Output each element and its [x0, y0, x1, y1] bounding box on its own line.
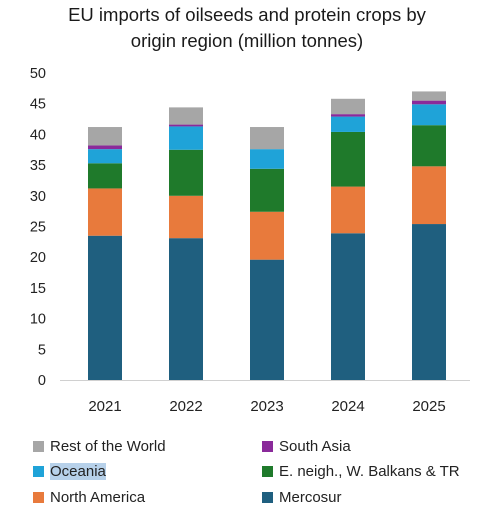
legend-label: Oceania — [50, 463, 106, 480]
bar-segment-2022-mercosur — [169, 238, 203, 380]
bar-segment-2025-north-america — [412, 166, 446, 225]
chart-title-line-2: origin region (million tonnes) — [130, 30, 364, 51]
x-tick-label: 2021 — [88, 398, 121, 415]
bar-segment-2024-mercosur — [331, 233, 365, 380]
x-tick-label: 2023 — [250, 398, 283, 415]
legend-swatch — [33, 466, 44, 477]
bar-segment-2023-mercosur — [250, 259, 284, 380]
legend-label: Mercosur — [279, 489, 342, 506]
bar-segment-2022-rest-of-the-world — [169, 107, 203, 125]
bar-segment-2025-oceania — [412, 104, 446, 126]
chart-title: EU imports of oilseeds and protein crops… — [0, 2, 494, 54]
bar-segment-2021-oceania — [88, 149, 122, 164]
bar-segment-2022-oceania — [169, 126, 203, 150]
bar-segment-2021-north-america — [88, 188, 122, 236]
y-axis: 0 5 10 15 20 25 30 35 40 45 50 — [30, 66, 470, 389]
x-tick-label: 2024 — [331, 398, 364, 415]
x-tick-label: 2025 — [412, 398, 445, 415]
legend-swatch — [33, 492, 44, 503]
bar-segment-2024-south-asia — [331, 114, 365, 117]
legend-label: Rest of the World — [50, 438, 166, 455]
y-tick-label: 0 — [38, 373, 46, 389]
legend-item-south-asia: South Asia — [262, 438, 351, 455]
x-axis-labels: 2021 2022 2023 2024 2025 — [88, 398, 445, 415]
y-tick-label: 25 — [30, 220, 46, 236]
y-tick-label: 10 — [30, 312, 46, 328]
legend-item-north-america: North America — [33, 489, 145, 506]
bar-segment-2023-oceania — [250, 149, 284, 169]
bar-segment-2021-south-asia — [88, 145, 122, 150]
bar-segment-2024-rest-of-the-world — [331, 98, 365, 115]
bar-segment-2025-south-asia — [412, 100, 446, 105]
chart-title-line-1: EU imports of oilseeds and protein crops… — [68, 4, 426, 25]
y-tick-label: 45 — [30, 97, 46, 113]
bar-segment-2022-south-asia — [169, 124, 203, 127]
bar-segment-2023-e-neigh-w-balkans-tr — [250, 168, 284, 212]
legend-swatch — [33, 441, 44, 452]
bar-segment-2021-rest-of-the-world — [88, 127, 122, 146]
legend-label: South Asia — [279, 438, 351, 455]
bar-segment-2024-e-neigh-w-balkans-tr — [331, 131, 365, 187]
y-tick-label: 50 — [30, 66, 46, 82]
bar-segment-2024-oceania — [331, 116, 365, 132]
bar-segment-2021-mercosur — [88, 235, 122, 380]
bar-segment-2025-rest-of-the-world — [412, 91, 446, 101]
legend-item-rest-of-the-world: Rest of the World — [33, 438, 166, 455]
bar-segment-2022-north-america — [169, 195, 203, 239]
bar-segment-2022-e-neigh-w-balkans-tr — [169, 149, 203, 196]
bar-segment-2025-e-neigh-w-balkans-tr — [412, 125, 446, 167]
y-tick-label: 20 — [30, 250, 46, 266]
bar-segment-2025-mercosur — [412, 224, 446, 380]
y-tick-label: 30 — [30, 189, 46, 205]
bar-segment-2023-rest-of-the-world — [250, 127, 284, 150]
y-tick-label: 40 — [30, 127, 46, 143]
legend-item-mercosur: Mercosur — [262, 489, 342, 506]
legend-swatch — [262, 492, 273, 503]
legend-swatch — [262, 441, 273, 452]
legend-item-oceania: Oceania — [33, 463, 106, 480]
y-tick-label: 35 — [30, 158, 46, 174]
bars — [88, 91, 446, 380]
bar-segment-2024-north-america — [331, 186, 365, 234]
legend-label: E. neigh., W. Balkans & TR — [279, 463, 460, 480]
x-tick-label: 2022 — [169, 398, 202, 415]
bar-segment-2023-north-america — [250, 211, 284, 260]
bar-segment-2021-e-neigh-w-balkans-tr — [88, 163, 122, 189]
y-tick-label: 15 — [30, 281, 46, 297]
legend-swatch — [262, 466, 273, 477]
legend-item-e-neigh-w-balkans-tr: E. neigh., W. Balkans & TR — [262, 463, 460, 480]
legend-label: North America — [50, 489, 146, 506]
y-tick-label: 5 — [38, 342, 46, 358]
